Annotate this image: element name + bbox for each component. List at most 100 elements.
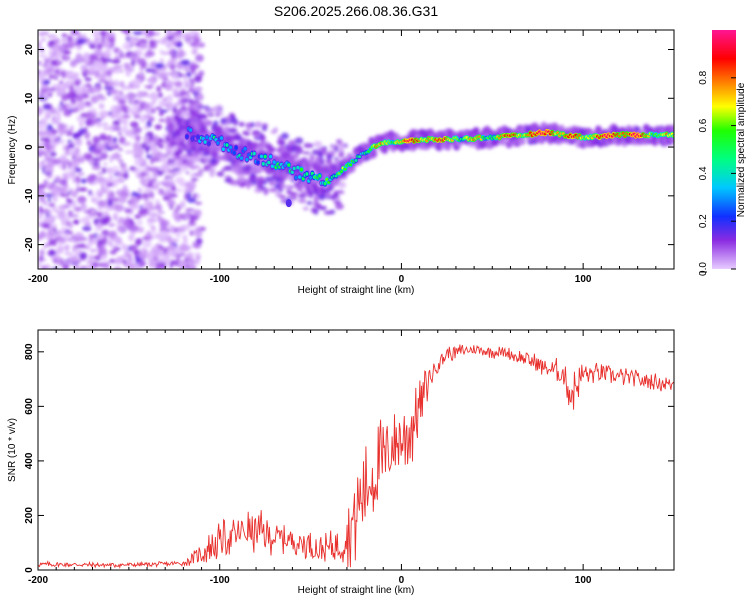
noise-blob xyxy=(89,66,95,72)
noise-blob xyxy=(99,255,107,261)
noise-blob xyxy=(179,91,190,95)
noise-blob xyxy=(82,226,92,232)
noise-blob xyxy=(154,250,159,257)
noise-blob xyxy=(118,95,123,99)
noise-blob xyxy=(197,114,206,119)
ridge-halo xyxy=(669,124,674,133)
noise-blob xyxy=(186,191,192,200)
noise-blob xyxy=(49,151,57,157)
spectrogram-y-axis: -20 -10 0 10 20 xyxy=(24,44,674,252)
noise-blob xyxy=(291,195,297,201)
noise-blob xyxy=(98,103,105,110)
noise-blob xyxy=(86,39,91,45)
noise-blob xyxy=(150,156,161,163)
ridge-mark xyxy=(323,181,327,186)
noise-blob xyxy=(239,183,245,188)
noise-blob xyxy=(114,257,123,265)
noise-blob xyxy=(104,122,108,126)
noise-blob xyxy=(38,73,46,82)
noise-blob xyxy=(134,249,139,253)
noise-blob xyxy=(261,125,268,132)
colorbar-ticks: 0.0 0.2 0.4 0.6 0.8 xyxy=(698,70,736,276)
noise-blob xyxy=(85,70,95,76)
ridge-mark xyxy=(207,141,211,146)
colorbar-tick-label: 0.2 xyxy=(698,214,709,228)
noise-blob xyxy=(88,190,93,195)
noise-blob xyxy=(97,194,103,199)
ridge-halo xyxy=(472,126,480,135)
noise-blob xyxy=(195,252,200,257)
noise-blob xyxy=(302,151,311,155)
noise-blob xyxy=(319,158,325,166)
noise-blob xyxy=(72,132,78,139)
noise-blob xyxy=(77,152,82,158)
noise-blob xyxy=(86,88,96,92)
noise-blob xyxy=(141,236,151,241)
noise-blob xyxy=(132,110,142,115)
noise-blob xyxy=(101,236,108,245)
noise-blob xyxy=(300,190,308,195)
noise-blob xyxy=(67,162,72,168)
noise-blob xyxy=(122,94,128,102)
noise-blob xyxy=(184,192,188,201)
noise-blob xyxy=(159,230,169,237)
noise-blob xyxy=(158,188,165,196)
noise-blob xyxy=(61,218,65,226)
noise-blob xyxy=(54,175,61,181)
ridge-mark xyxy=(205,135,209,140)
noise-blob xyxy=(144,85,154,89)
noise-blob xyxy=(38,199,43,204)
noise-blob xyxy=(194,32,200,37)
noise-blob xyxy=(194,201,203,205)
noise-blob xyxy=(74,237,82,243)
noise-blob xyxy=(93,197,99,205)
noise-blob xyxy=(165,78,169,85)
ridge-mark xyxy=(287,163,291,167)
noise-blob xyxy=(128,129,135,133)
ridge-mark xyxy=(219,136,224,140)
noise-blob xyxy=(39,48,45,53)
noise-blob xyxy=(43,140,51,149)
snr-panel: -200 -100 0 100 0 200 400 600 800 Height of str… xyxy=(7,329,675,596)
noise-blob xyxy=(80,178,87,184)
noise-blob xyxy=(59,178,68,186)
noise-blob xyxy=(49,182,55,189)
noise-blob xyxy=(92,135,100,144)
noise-blob xyxy=(125,218,133,222)
noise-blob xyxy=(79,217,89,224)
noise-blob xyxy=(69,188,74,193)
y-tick-label: 0 xyxy=(24,567,35,573)
noise-blob xyxy=(61,71,66,79)
noise-blob xyxy=(49,249,56,256)
noise-blob xyxy=(118,159,124,164)
noise-blob xyxy=(91,165,102,170)
noise-blob xyxy=(107,76,112,82)
noise-blob xyxy=(74,175,81,184)
snr-y-axis: 0 200 400 600 800 xyxy=(24,343,674,573)
noise-blob xyxy=(102,56,106,64)
noise-blob xyxy=(162,97,168,102)
noise-blob xyxy=(306,143,313,149)
noise-blob xyxy=(59,193,70,198)
ridge-halo xyxy=(250,165,258,174)
noise-blob xyxy=(38,31,45,37)
noise-blob xyxy=(150,61,154,68)
y-tick-label: 10 xyxy=(24,92,35,104)
ridge-mark xyxy=(292,166,296,171)
noise-blob xyxy=(70,99,76,105)
noise-blob xyxy=(38,249,45,257)
noise-blob xyxy=(178,259,187,268)
noise-blob xyxy=(180,224,191,231)
x-tick-label: 0 xyxy=(399,274,405,285)
noise-blob xyxy=(83,152,90,160)
noise-blob xyxy=(165,257,170,266)
noise-blob xyxy=(66,35,73,42)
ridge-halo xyxy=(315,164,323,173)
noise-blob xyxy=(114,79,119,88)
noise-blob xyxy=(115,107,123,115)
noise-blob xyxy=(326,152,331,158)
ridge-mark xyxy=(259,154,264,159)
noise-blob xyxy=(138,72,145,79)
x-tick-label: 0 xyxy=(399,575,405,586)
noise-blob xyxy=(126,223,134,231)
